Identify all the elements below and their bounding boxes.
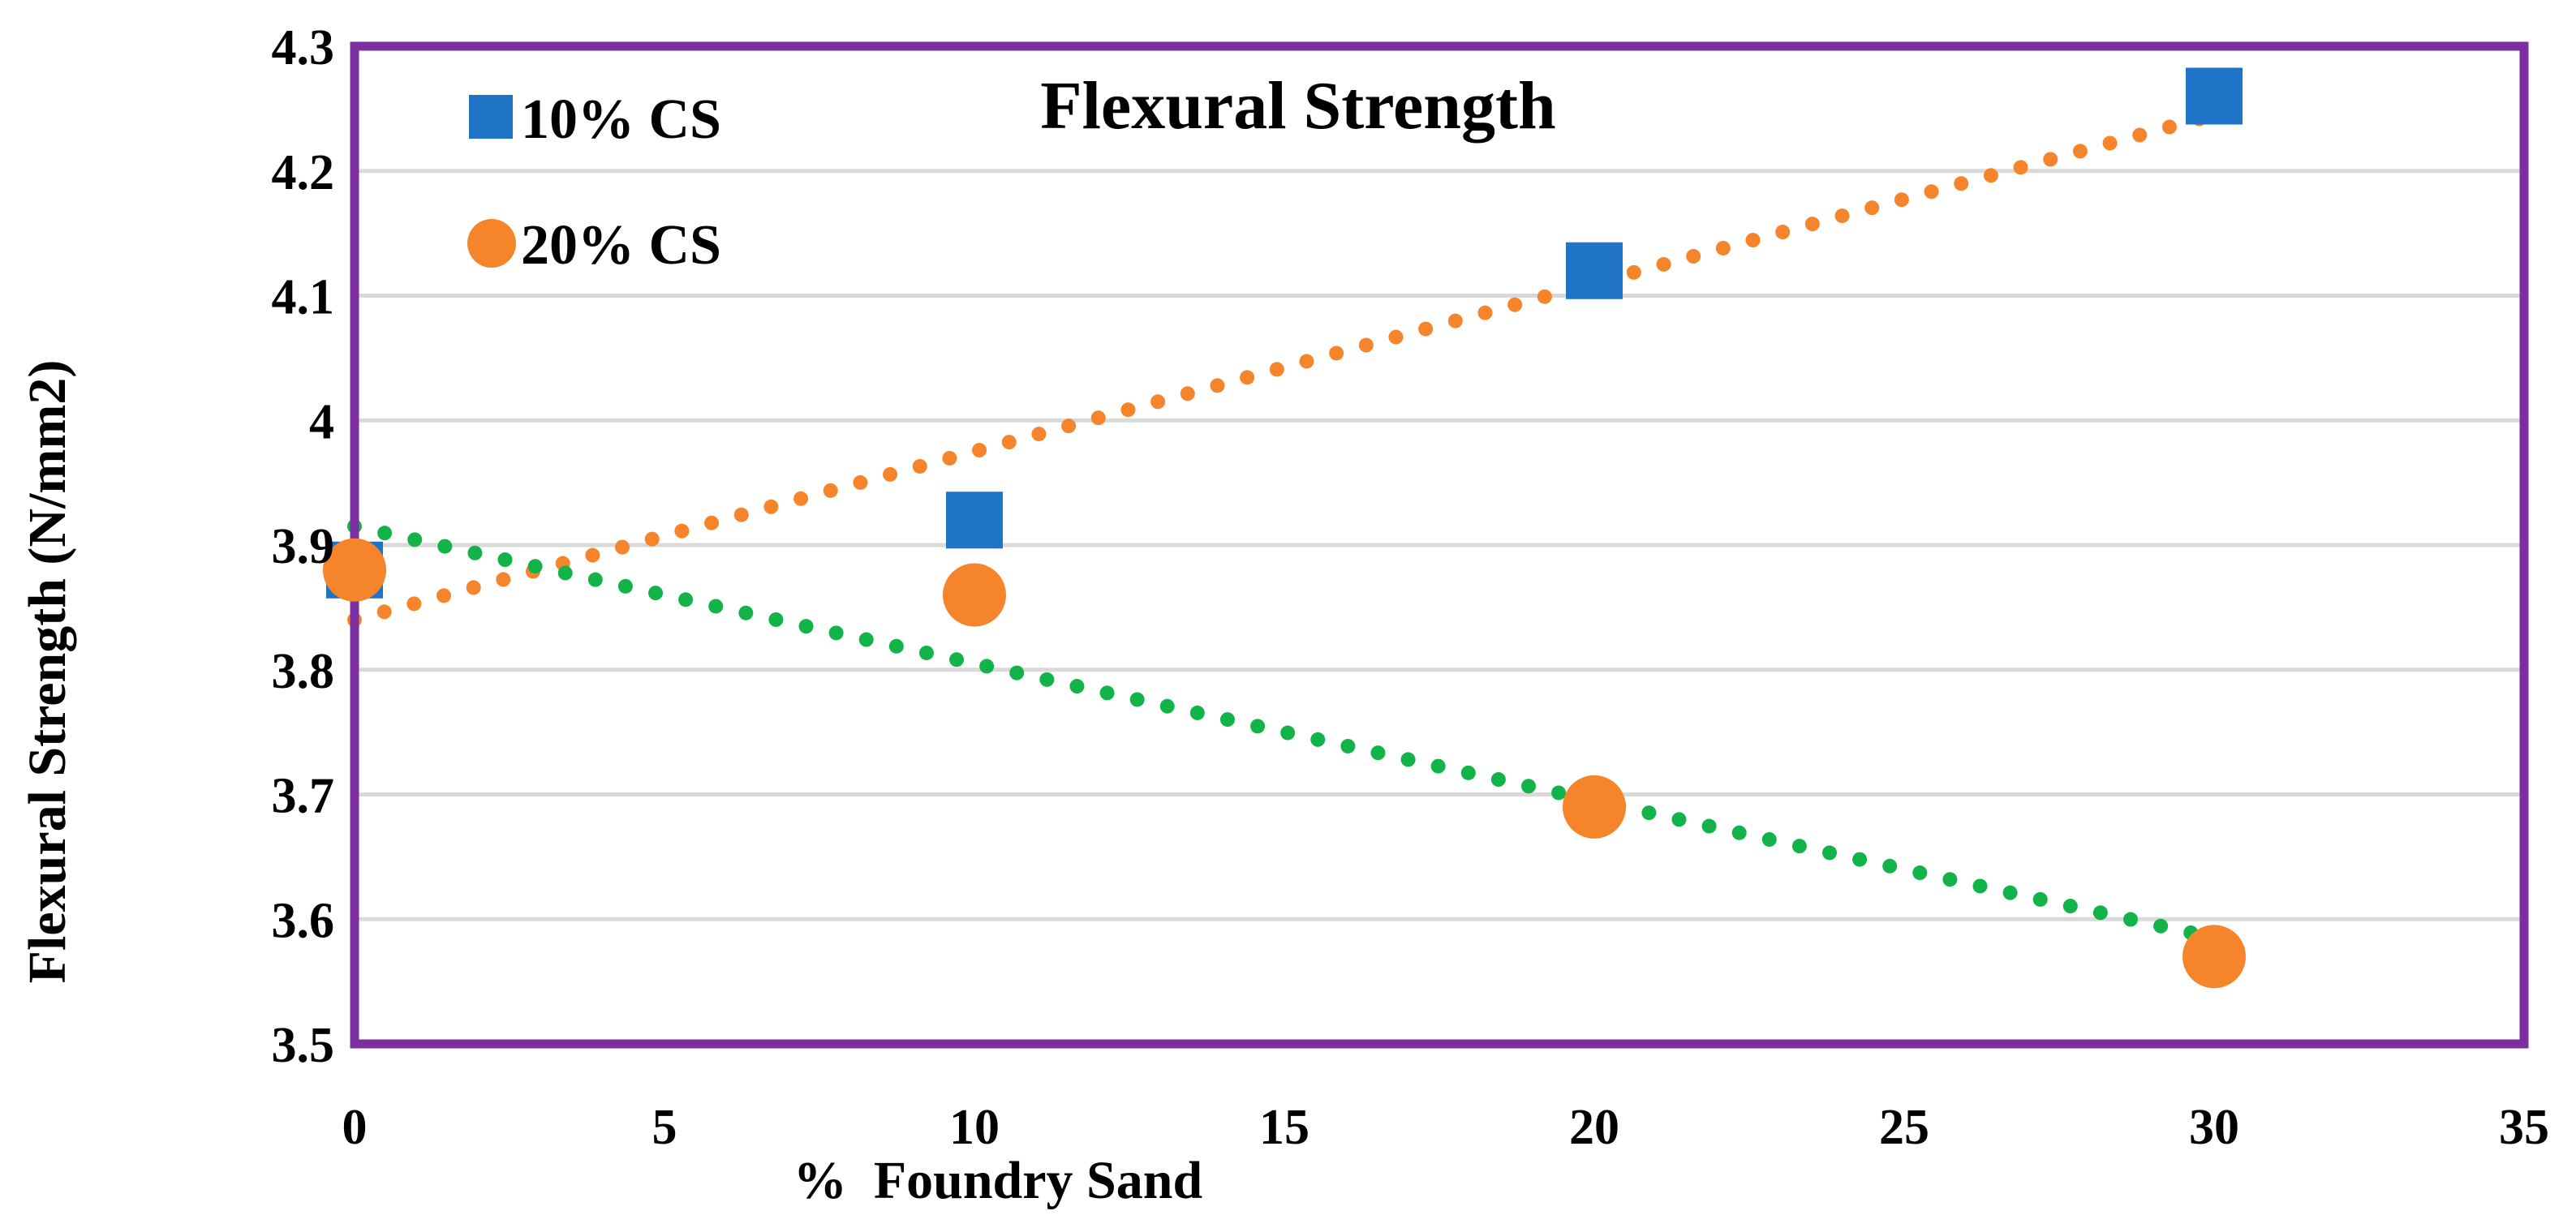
trendline-20-cs [347, 518, 2221, 946]
y-axis-title: Flexural Strength (N/mm2) [18, 360, 77, 984]
data-point-10-cs [2186, 67, 2243, 125]
trendlines [347, 107, 2221, 946]
legend-marker-10-cs [469, 95, 513, 139]
data-point-20-cs [943, 563, 1006, 627]
data-point-10-cs [1566, 242, 1623, 299]
x-tick-label: 10 [949, 1100, 1000, 1155]
y-tick-label: 4.2 [272, 145, 335, 200]
y-tick-label: 4.3 [272, 20, 335, 75]
data-markers [323, 67, 2246, 989]
x-tick-label: 25 [1879, 1100, 1929, 1155]
y-tick-label: 3.9 [272, 519, 335, 574]
y-tick-label: 3.5 [272, 1018, 335, 1073]
trendline-10-cs [347, 107, 2221, 628]
x-tick-label: 0 [342, 1100, 368, 1155]
y-axis-ticks: 3.5 3.6 3.7 3.8 3.9 4 4.1 4.2 4.3 [272, 20, 335, 1073]
legend-label-10-cs: 10% CS [521, 88, 721, 151]
x-tick-label: 5 [652, 1100, 677, 1155]
data-point-10-cs [946, 492, 1003, 549]
y-tick-label: 4 [309, 394, 334, 449]
y-tick-label: 3.7 [272, 769, 335, 824]
y-tick-label: 3.8 [272, 644, 335, 699]
x-tick-label: 15 [1259, 1100, 1310, 1155]
gridlines [355, 169, 2524, 921]
data-point-20-cs [2183, 925, 2246, 989]
x-axis-ticks: 0 5 10 15 20 25 30 35 [342, 1100, 2550, 1155]
legend-label-20-cs: 20% CS [521, 214, 721, 277]
legend-marker-20-cs [467, 219, 516, 268]
x-axis-title: % Foundry Sand [793, 1151, 1202, 1210]
chart-title: Flexural Strength [1040, 68, 1555, 144]
x-tick-label: 30 [2189, 1100, 2239, 1155]
data-point-20-cs [1563, 775, 1626, 839]
x-tick-label: 20 [1569, 1100, 1619, 1155]
x-tick-label: 35 [2499, 1100, 2549, 1155]
data-point-20-cs [323, 538, 386, 602]
legend: 10% CS 20% CS [467, 88, 721, 277]
y-tick-label: 4.1 [272, 270, 335, 325]
y-tick-label: 3.6 [272, 893, 335, 948]
